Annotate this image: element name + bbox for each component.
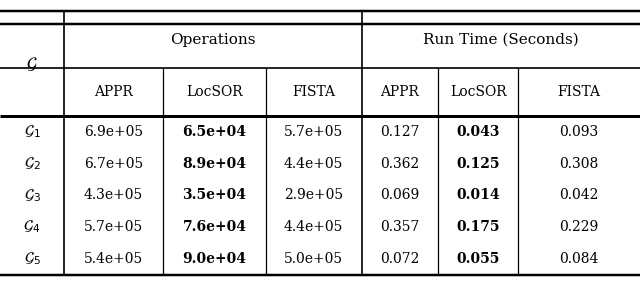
Text: 4.3e+05: 4.3e+05 xyxy=(84,188,143,202)
Text: 0.125: 0.125 xyxy=(457,156,500,171)
Text: 0.014: 0.014 xyxy=(456,188,500,202)
Text: 5.7e+05: 5.7e+05 xyxy=(84,220,143,234)
Text: 6.5e+04: 6.5e+04 xyxy=(182,125,246,139)
Text: 4.4e+05: 4.4e+05 xyxy=(284,156,343,171)
Text: 0.072: 0.072 xyxy=(380,252,420,266)
Text: 9.0e+04: 9.0e+04 xyxy=(182,252,246,266)
Text: 5.7e+05: 5.7e+05 xyxy=(284,125,343,139)
Text: 0.175: 0.175 xyxy=(457,220,500,234)
Text: 6.7e+05: 6.7e+05 xyxy=(84,156,143,171)
Text: 0.055: 0.055 xyxy=(457,252,500,266)
Text: LocSOR: LocSOR xyxy=(450,85,507,99)
Text: 0.042: 0.042 xyxy=(559,188,599,202)
Text: 0.043: 0.043 xyxy=(457,125,500,139)
Text: 0.229: 0.229 xyxy=(559,220,599,234)
Text: $\mathcal{G}_3$: $\mathcal{G}_3$ xyxy=(24,187,40,204)
Text: 4.4e+05: 4.4e+05 xyxy=(284,220,343,234)
Text: APPR: APPR xyxy=(381,85,419,99)
Text: FISTA: FISTA xyxy=(292,85,335,99)
Text: 0.069: 0.069 xyxy=(380,188,420,202)
Text: $\mathcal{G}_5$: $\mathcal{G}_5$ xyxy=(24,250,40,267)
Text: 6.9e+05: 6.9e+05 xyxy=(84,125,143,139)
Text: Operations: Operations xyxy=(170,33,255,47)
Text: $\mathcal{G}$: $\mathcal{G}$ xyxy=(26,55,38,73)
Text: APPR: APPR xyxy=(94,85,133,99)
Text: 5.4e+05: 5.4e+05 xyxy=(84,252,143,266)
Text: 0.357: 0.357 xyxy=(380,220,420,234)
Text: $\mathcal{G}_2$: $\mathcal{G}_2$ xyxy=(24,155,40,172)
Text: 5.0e+05: 5.0e+05 xyxy=(284,252,343,266)
Text: 0.308: 0.308 xyxy=(559,156,599,171)
Text: 3.5e+04: 3.5e+04 xyxy=(182,188,246,202)
Text: 8.9e+04: 8.9e+04 xyxy=(182,156,246,171)
Text: FISTA: FISTA xyxy=(557,85,601,99)
Text: 0.084: 0.084 xyxy=(559,252,599,266)
Text: 0.093: 0.093 xyxy=(559,125,599,139)
Text: LocSOR: LocSOR xyxy=(186,85,243,99)
Text: $\mathcal{G}_4$: $\mathcal{G}_4$ xyxy=(24,218,40,235)
Text: $\mathcal{G}_1$: $\mathcal{G}_1$ xyxy=(24,123,40,140)
Text: 0.362: 0.362 xyxy=(380,156,420,171)
Text: 2.9e+05: 2.9e+05 xyxy=(284,188,343,202)
Text: 7.6e+04: 7.6e+04 xyxy=(182,220,246,234)
Text: 0.127: 0.127 xyxy=(380,125,420,139)
Text: Run Time (Seconds): Run Time (Seconds) xyxy=(423,33,579,47)
